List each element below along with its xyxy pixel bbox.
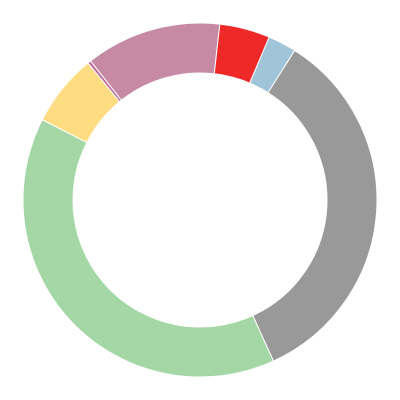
donut-slice-2 [252,49,378,362]
donut-slice-3 [22,119,275,378]
donut-slices [22,22,378,378]
donut-slice-7 [213,23,270,84]
